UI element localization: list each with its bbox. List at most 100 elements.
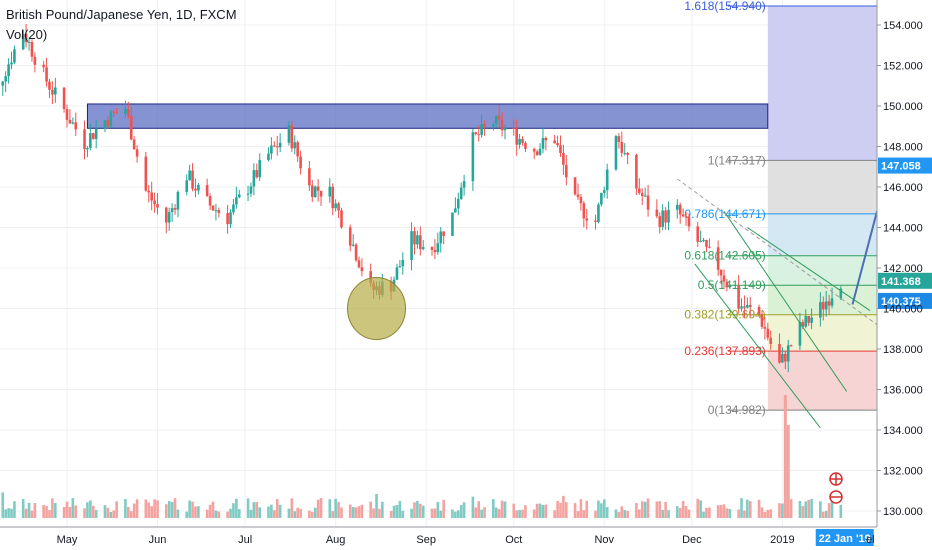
candle-body xyxy=(801,321,805,327)
candle-body xyxy=(27,41,31,43)
volume-bar xyxy=(442,499,445,518)
volume-bar xyxy=(378,508,381,518)
volume-bar xyxy=(337,502,340,518)
month-label: Nov xyxy=(594,534,614,546)
candle-body xyxy=(497,115,501,120)
volume-bar xyxy=(585,500,589,518)
volume-bar xyxy=(594,510,597,518)
volume-bar xyxy=(310,511,314,518)
fib-zone xyxy=(767,213,877,256)
candle-body xyxy=(746,304,749,308)
candle-body xyxy=(127,108,130,116)
volume-bar xyxy=(544,504,548,518)
volume-bar xyxy=(778,503,781,518)
fib-zone xyxy=(767,160,877,214)
fib-zone xyxy=(767,314,877,352)
candle-body xyxy=(743,306,746,308)
price-tick-label: 142.000 xyxy=(883,263,923,275)
price-tick-label: 132.000 xyxy=(883,466,923,478)
candle-body xyxy=(705,239,708,247)
month-label: Oct xyxy=(505,534,522,546)
volume-bar xyxy=(576,511,580,518)
volume-bar xyxy=(740,498,743,518)
candle-body xyxy=(214,210,218,212)
price-tick-label: 138.000 xyxy=(883,344,923,356)
candle-body xyxy=(410,231,413,261)
volume-bar xyxy=(419,503,422,518)
volume-bar xyxy=(532,509,536,518)
trend-line-dashed xyxy=(676,178,878,326)
volume-bar xyxy=(214,510,218,518)
candle-body xyxy=(708,246,711,248)
highlight-circle xyxy=(347,277,407,340)
volume-bar xyxy=(4,509,7,518)
candle-body xyxy=(600,192,603,205)
volume-bar xyxy=(661,509,664,518)
volume-bar xyxy=(74,505,78,518)
volume-bar xyxy=(521,509,524,518)
price-tick-label: 148.000 xyxy=(883,142,923,154)
candle-body xyxy=(830,298,834,306)
price-axis xyxy=(876,0,932,527)
fib-zone xyxy=(767,5,877,161)
event-flag-icon xyxy=(829,472,843,504)
volume-bar xyxy=(89,500,92,518)
grid xyxy=(0,0,877,527)
candle-body xyxy=(33,56,37,65)
candle-body xyxy=(170,208,174,212)
candle-body xyxy=(512,128,516,130)
candle-body xyxy=(620,141,624,153)
volume-bar xyxy=(229,508,232,518)
volume-bar xyxy=(191,501,194,518)
candle-body xyxy=(719,269,723,276)
candle-body xyxy=(810,317,813,323)
fib-level-label: 0.5(141.149) xyxy=(698,278,766,292)
candle-body xyxy=(319,190,323,197)
candle-body xyxy=(153,200,156,205)
candle-body xyxy=(737,285,740,309)
volume-bar xyxy=(725,508,729,518)
volume-bar xyxy=(410,508,413,518)
volume-bar xyxy=(830,499,834,518)
candle-body xyxy=(416,235,419,245)
volume-bar xyxy=(13,501,16,518)
volume-bar xyxy=(398,500,402,518)
candle-body xyxy=(191,170,194,189)
candle-body xyxy=(348,227,352,246)
volume-bar xyxy=(278,504,282,518)
volume-bar xyxy=(54,503,57,518)
candle-body xyxy=(24,33,28,43)
volume-bar xyxy=(156,500,159,518)
volume-bar xyxy=(757,499,761,518)
candle-body xyxy=(48,81,51,90)
volume-bar xyxy=(497,509,501,518)
volume-bar xyxy=(246,498,250,518)
volume-bar xyxy=(623,509,627,518)
volume-bar xyxy=(821,511,825,518)
volume-bar xyxy=(351,507,355,518)
candle-body xyxy=(421,247,425,250)
candle-body xyxy=(579,197,583,204)
candle-body xyxy=(106,120,110,127)
date-badge-label: 22 Jan '19 xyxy=(819,533,871,545)
candle-body xyxy=(235,197,238,205)
candle-body xyxy=(702,239,705,241)
volume-bar xyxy=(147,502,151,518)
volume-bar xyxy=(824,510,828,518)
date-badge xyxy=(815,529,874,546)
candle-body xyxy=(515,128,518,145)
candle-body xyxy=(275,146,279,148)
candle-body xyxy=(696,226,700,242)
volume-bar xyxy=(270,504,273,518)
volume-bar xyxy=(433,508,437,518)
volume-bar xyxy=(389,511,393,518)
volume-bar xyxy=(617,511,621,518)
fib-level-label: 1.618(154.940) xyxy=(684,0,765,13)
volume-bar xyxy=(208,504,212,518)
candle-body xyxy=(824,301,828,310)
candle-body xyxy=(205,185,209,197)
candle-body xyxy=(573,177,577,195)
candle-body xyxy=(103,120,107,130)
candle-body xyxy=(538,148,542,155)
